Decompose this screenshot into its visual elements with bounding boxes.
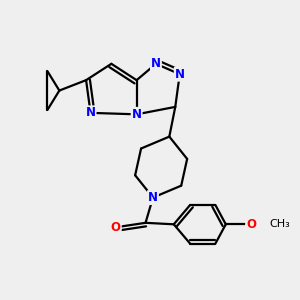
Text: O: O — [246, 218, 256, 231]
Text: O: O — [111, 221, 121, 234]
Text: N: N — [175, 68, 185, 81]
Text: CH₃: CH₃ — [269, 219, 290, 229]
Text: N: N — [85, 106, 96, 119]
Text: N: N — [132, 108, 142, 121]
Text: N: N — [151, 57, 161, 70]
Text: N: N — [148, 191, 158, 204]
